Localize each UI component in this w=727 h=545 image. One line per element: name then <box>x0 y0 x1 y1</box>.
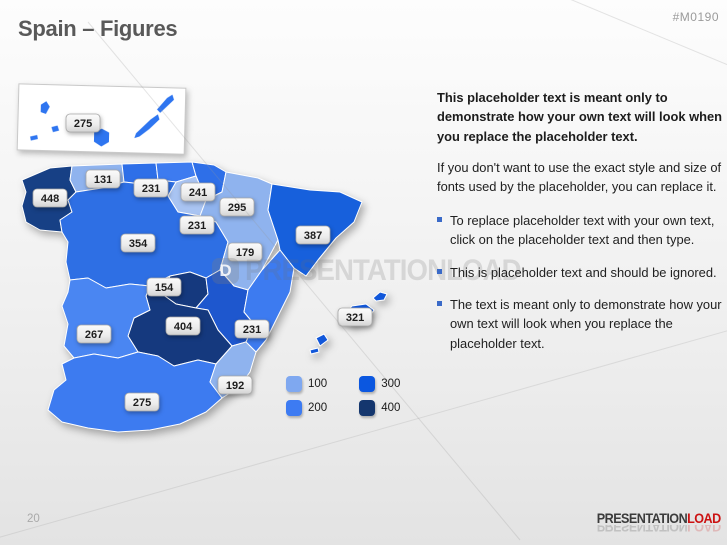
region-canary-grancanaria <box>92 127 111 148</box>
svg-text:131: 131 <box>94 174 112 186</box>
bullet-item: This is placeholder text and should be i… <box>437 263 723 282</box>
region-andalusia <box>47 351 223 433</box>
region-canary-gomera <box>50 124 61 134</box>
value-badges: 275 448 131 231 241 295 231 354 179 387 154 404 231 2… <box>32 113 373 412</box>
value-badge-clm: 404 <box>165 316 201 336</box>
canary-inset <box>16 83 187 155</box>
svg-text:241: 241 <box>189 187 207 199</box>
svg-text:321: 321 <box>346 312 364 324</box>
svg-text:275: 275 <box>74 118 92 130</box>
value-badge-madrid: 154 <box>146 277 182 297</box>
value-badge-cantabria: 231 <box>133 178 169 198</box>
svg-text:231: 231 <box>188 220 206 232</box>
value-badge-murcia: 192 <box>217 375 253 395</box>
bullet-item: The text is meant only to demonstrate ho… <box>437 295 723 353</box>
canary-inset-box <box>16 83 187 155</box>
region-canary-lapalma <box>39 100 51 116</box>
legend-item: 400 <box>359 400 400 416</box>
legend-label: 100 <box>308 378 328 390</box>
value-badge-valencia: 231 <box>234 319 270 339</box>
value-badge-canary: 275 <box>65 113 101 133</box>
value-badge-catalonia: 387 <box>295 225 331 245</box>
legend-swatch <box>359 400 376 416</box>
logo-text-accent: LOAD <box>687 510 721 526</box>
svg-text:267: 267 <box>85 329 103 341</box>
bullet-item: To replace placeholder text with your ow… <box>437 211 723 250</box>
value-badge-asturias: 131 <box>85 169 121 189</box>
bullet-icon <box>437 268 442 274</box>
bullet-text: This is placeholder text and should be i… <box>450 264 717 280</box>
spain-map: 275 448 131 231 241 295 231 354 179 387 154 404 231 2… <box>16 83 388 433</box>
legend-swatch <box>286 400 302 416</box>
text-panel: This placeholder text is meant only to d… <box>437 88 723 366</box>
value-badge-balearic: 321 <box>337 307 373 327</box>
page-number: 20 <box>27 513 40 525</box>
legend-swatch <box>359 376 376 392</box>
brand-logo-text: PRESENTATIONLOAD <box>597 510 721 526</box>
legend-label: 300 <box>381 378 401 390</box>
template-id: #M0190 <box>672 10 719 24</box>
svg-text:231: 231 <box>142 183 160 195</box>
lead-paragraph: This placeholder text is meant only to d… <box>437 90 723 144</box>
region-canary-hierro <box>29 133 39 142</box>
region-balearic-menorca <box>372 291 388 302</box>
svg-text:154: 154 <box>155 282 174 294</box>
logo-reflection: PRESENTATIONLOAD <box>597 525 721 535</box>
legend-label: 400 <box>381 402 401 414</box>
legend-swatch <box>286 376 302 392</box>
value-badge-aragon: 179 <box>227 242 263 262</box>
value-badge-castilla_leon: 354 <box>120 233 156 253</box>
page-title: Spain – Figures <box>18 16 178 41</box>
body-paragraph: If you don't want to use the exact style… <box>437 160 722 195</box>
legend-item: 100 <box>286 376 327 392</box>
svg-text:448: 448 <box>41 193 59 205</box>
svg-text:295: 295 <box>228 202 246 214</box>
legend: 100 200 300 400 <box>286 376 400 416</box>
value-badge-andalusia: 275 <box>124 392 160 412</box>
bullet-icon <box>437 300 442 306</box>
legend-item: 300 <box>359 376 400 392</box>
bullet-text: The text is meant only to demonstrate ho… <box>450 296 722 351</box>
svg-text:275: 275 <box>133 397 151 409</box>
region-balearic-formentera <box>309 347 320 355</box>
value-badge-extremadura: 267 <box>76 324 112 344</box>
svg-text:354: 354 <box>129 238 148 250</box>
bullet-icon <box>437 216 442 222</box>
region-balearic-ibiza <box>315 333 329 347</box>
svg-text:179: 179 <box>236 247 254 259</box>
brand-logo: PRESENTATIONLOAD PRESENTATIONLOAD <box>583 510 721 535</box>
legend-item: 200 <box>286 400 327 416</box>
logo-text-primary: PRESENTATION <box>597 510 688 526</box>
value-badge-navarra: 295 <box>219 197 255 217</box>
value-badge-rioja: 231 <box>179 215 215 235</box>
legend-label: 200 <box>308 402 328 414</box>
bullet-list: To replace placeholder text with your ow… <box>437 211 723 353</box>
value-badge-basque: 241 <box>180 182 216 202</box>
svg-text:231: 231 <box>243 324 261 336</box>
bullet-text: To replace placeholder text with your ow… <box>450 212 715 248</box>
svg-text:192: 192 <box>226 380 244 392</box>
svg-text:404: 404 <box>174 321 193 333</box>
value-badge-galicia: 448 <box>32 188 68 208</box>
region-canary-lanzarote <box>155 93 176 115</box>
svg-text:387: 387 <box>304 230 322 242</box>
region-canary-fuerteventura <box>133 113 161 140</box>
